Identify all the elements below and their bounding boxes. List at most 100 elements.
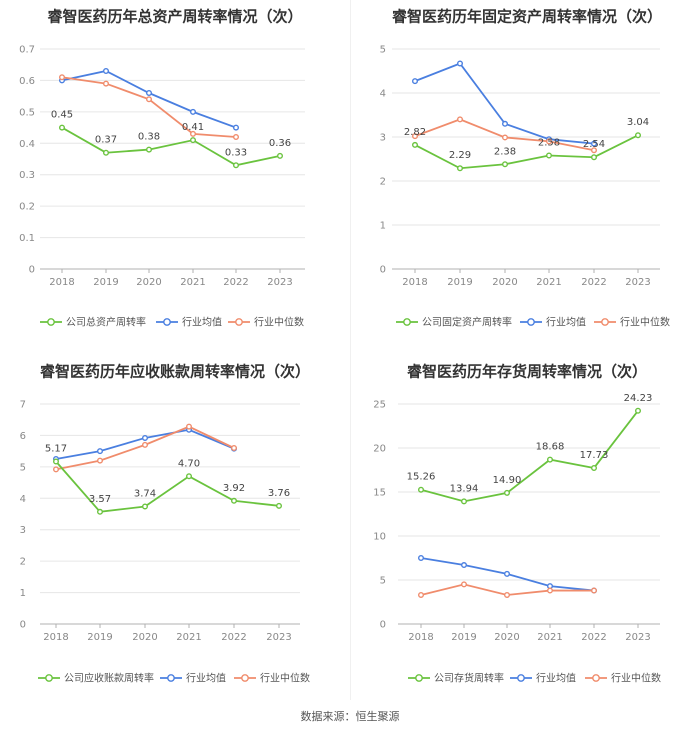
data-point [145, 146, 152, 153]
x-tick-label: 2021 [180, 277, 205, 288]
data-point [232, 124, 239, 131]
x-tick-label: 2019 [93, 277, 118, 288]
data-point [189, 137, 196, 144]
data-point [504, 570, 511, 577]
x-tick-label: 2021 [176, 632, 201, 643]
legend-label: 行业均值 [182, 316, 222, 329]
series-line-company [61, 126, 281, 167]
data-point [189, 130, 196, 137]
data-label: 15.26 [407, 472, 436, 483]
chart-panel-4: 睿智医药历年存货周转率情况（次） 0 5 10 15 20 25 2018 2019 2020 20… [373, 363, 661, 685]
legend-item-industry-median: 行业中位数 [594, 316, 670, 329]
data-point [461, 562, 468, 569]
chart-title: 睿智医药历年存货周转率情况（次） [407, 363, 647, 381]
data-point [591, 147, 598, 154]
data-point [547, 456, 554, 463]
legend-marker [167, 674, 175, 682]
data-label: 3.92 [223, 483, 245, 494]
data-point [461, 581, 468, 588]
data-point [502, 161, 509, 168]
data-point [230, 445, 237, 452]
data-point [102, 149, 109, 156]
data-label: 24.23 [624, 393, 653, 404]
legend-label: 行业中位数 [254, 316, 304, 329]
y-tick-label: 0 [380, 265, 386, 276]
legend-marker [403, 318, 411, 326]
y-tick-label: 3 [20, 525, 26, 536]
legend-item-industry-avg: 行业均值 [510, 672, 576, 685]
data-label: 3.74 [134, 488, 156, 499]
legend-item-company: 公司存货周转率 [408, 672, 504, 685]
y-tick-label: 2 [20, 557, 26, 568]
y-tick-label: 0.5 [19, 107, 35, 118]
data-label: 4.70 [178, 458, 200, 469]
x-tick-label: 2020 [136, 277, 161, 288]
y-tick-label: 20 [373, 444, 386, 455]
series-line-industry-median [55, 425, 235, 471]
data-source: 数据来源：恒生聚源 [300, 710, 400, 723]
y-tick-label: 0.4 [19, 139, 35, 150]
data-label: 14.90 [493, 475, 522, 486]
data-point [185, 473, 192, 480]
chart-title: 睿智医药历年应收账款周转率情况（次） [40, 363, 310, 381]
data-point [232, 133, 239, 140]
chart-panel-1: 睿智医药历年总资产周转率情况（次） 0 0.1 0.2 0.3 0.4 0.5 0.6 0.7 2… [19, 8, 305, 329]
data-point [277, 152, 284, 159]
legend-marker [235, 318, 243, 326]
y-tick-label: 5 [380, 576, 386, 587]
data-label: 2.29 [449, 150, 471, 161]
data-label: 0.38 [138, 132, 160, 143]
legend-marker [592, 674, 600, 682]
data-point [457, 165, 464, 172]
data-label: 0.36 [269, 138, 291, 149]
legend-item-industry-median: 行业中位数 [234, 672, 310, 685]
x-tick-label: 2020 [494, 632, 519, 643]
data-point [412, 141, 419, 148]
y-tick-label: 5 [380, 45, 386, 56]
data-point [59, 74, 66, 81]
legend-label: 行业中位数 [620, 316, 670, 329]
x-tick-label: 2021 [537, 632, 562, 643]
data-point [141, 503, 148, 510]
legend-label: 公司应收账款周转率 [64, 672, 154, 685]
data-label: 17.73 [580, 450, 609, 461]
data-point [145, 96, 152, 103]
legend-marker [415, 674, 423, 682]
data-point [276, 502, 283, 509]
series-line-company [414, 134, 639, 170]
data-point [141, 441, 148, 448]
x-tick-label: 2023 [625, 632, 650, 643]
data-label: 0.33 [225, 147, 247, 158]
legend-item-industry-avg: 行业均值 [156, 316, 222, 329]
y-tick-label: 0 [20, 620, 26, 631]
x-tick-label: 2021 [536, 277, 561, 288]
data-label: 0.37 [95, 135, 117, 146]
data-point [189, 108, 196, 115]
data-point [96, 457, 103, 464]
chart-title: 睿智医药历年固定资产周转率情况（次） [392, 8, 662, 26]
y-tick-label: 0.3 [19, 170, 35, 181]
x-tick-label: 2019 [87, 632, 112, 643]
data-point [546, 138, 553, 145]
x-tick-label: 2018 [402, 277, 427, 288]
data-point [591, 464, 598, 471]
x-tick-label: 2022 [581, 277, 606, 288]
y-tick-label: 1 [380, 221, 386, 232]
legend-label: 公司总资产周转率 [66, 316, 146, 329]
y-tick-label: 4 [20, 494, 26, 505]
x-tick-label: 2019 [447, 277, 472, 288]
legend-item-industry-median: 行业中位数 [228, 316, 304, 329]
data-point [102, 80, 109, 87]
chart-panel-2: 睿智医药历年固定资产周转率情况（次） 0 1 2 3 4 5 2018 2019 2020 2021… [380, 8, 670, 329]
data-point [635, 132, 642, 139]
data-point [418, 591, 425, 598]
data-point [418, 555, 425, 562]
data-label: 0.41 [182, 122, 204, 133]
data-point [635, 407, 642, 414]
legend-label: 行业中位数 [611, 672, 661, 685]
legend-item-industry-avg: 行业均值 [520, 316, 586, 329]
legend-item-company: 公司应收账款周转率 [38, 672, 154, 685]
legend-marker [601, 318, 609, 326]
data-point [230, 497, 237, 504]
